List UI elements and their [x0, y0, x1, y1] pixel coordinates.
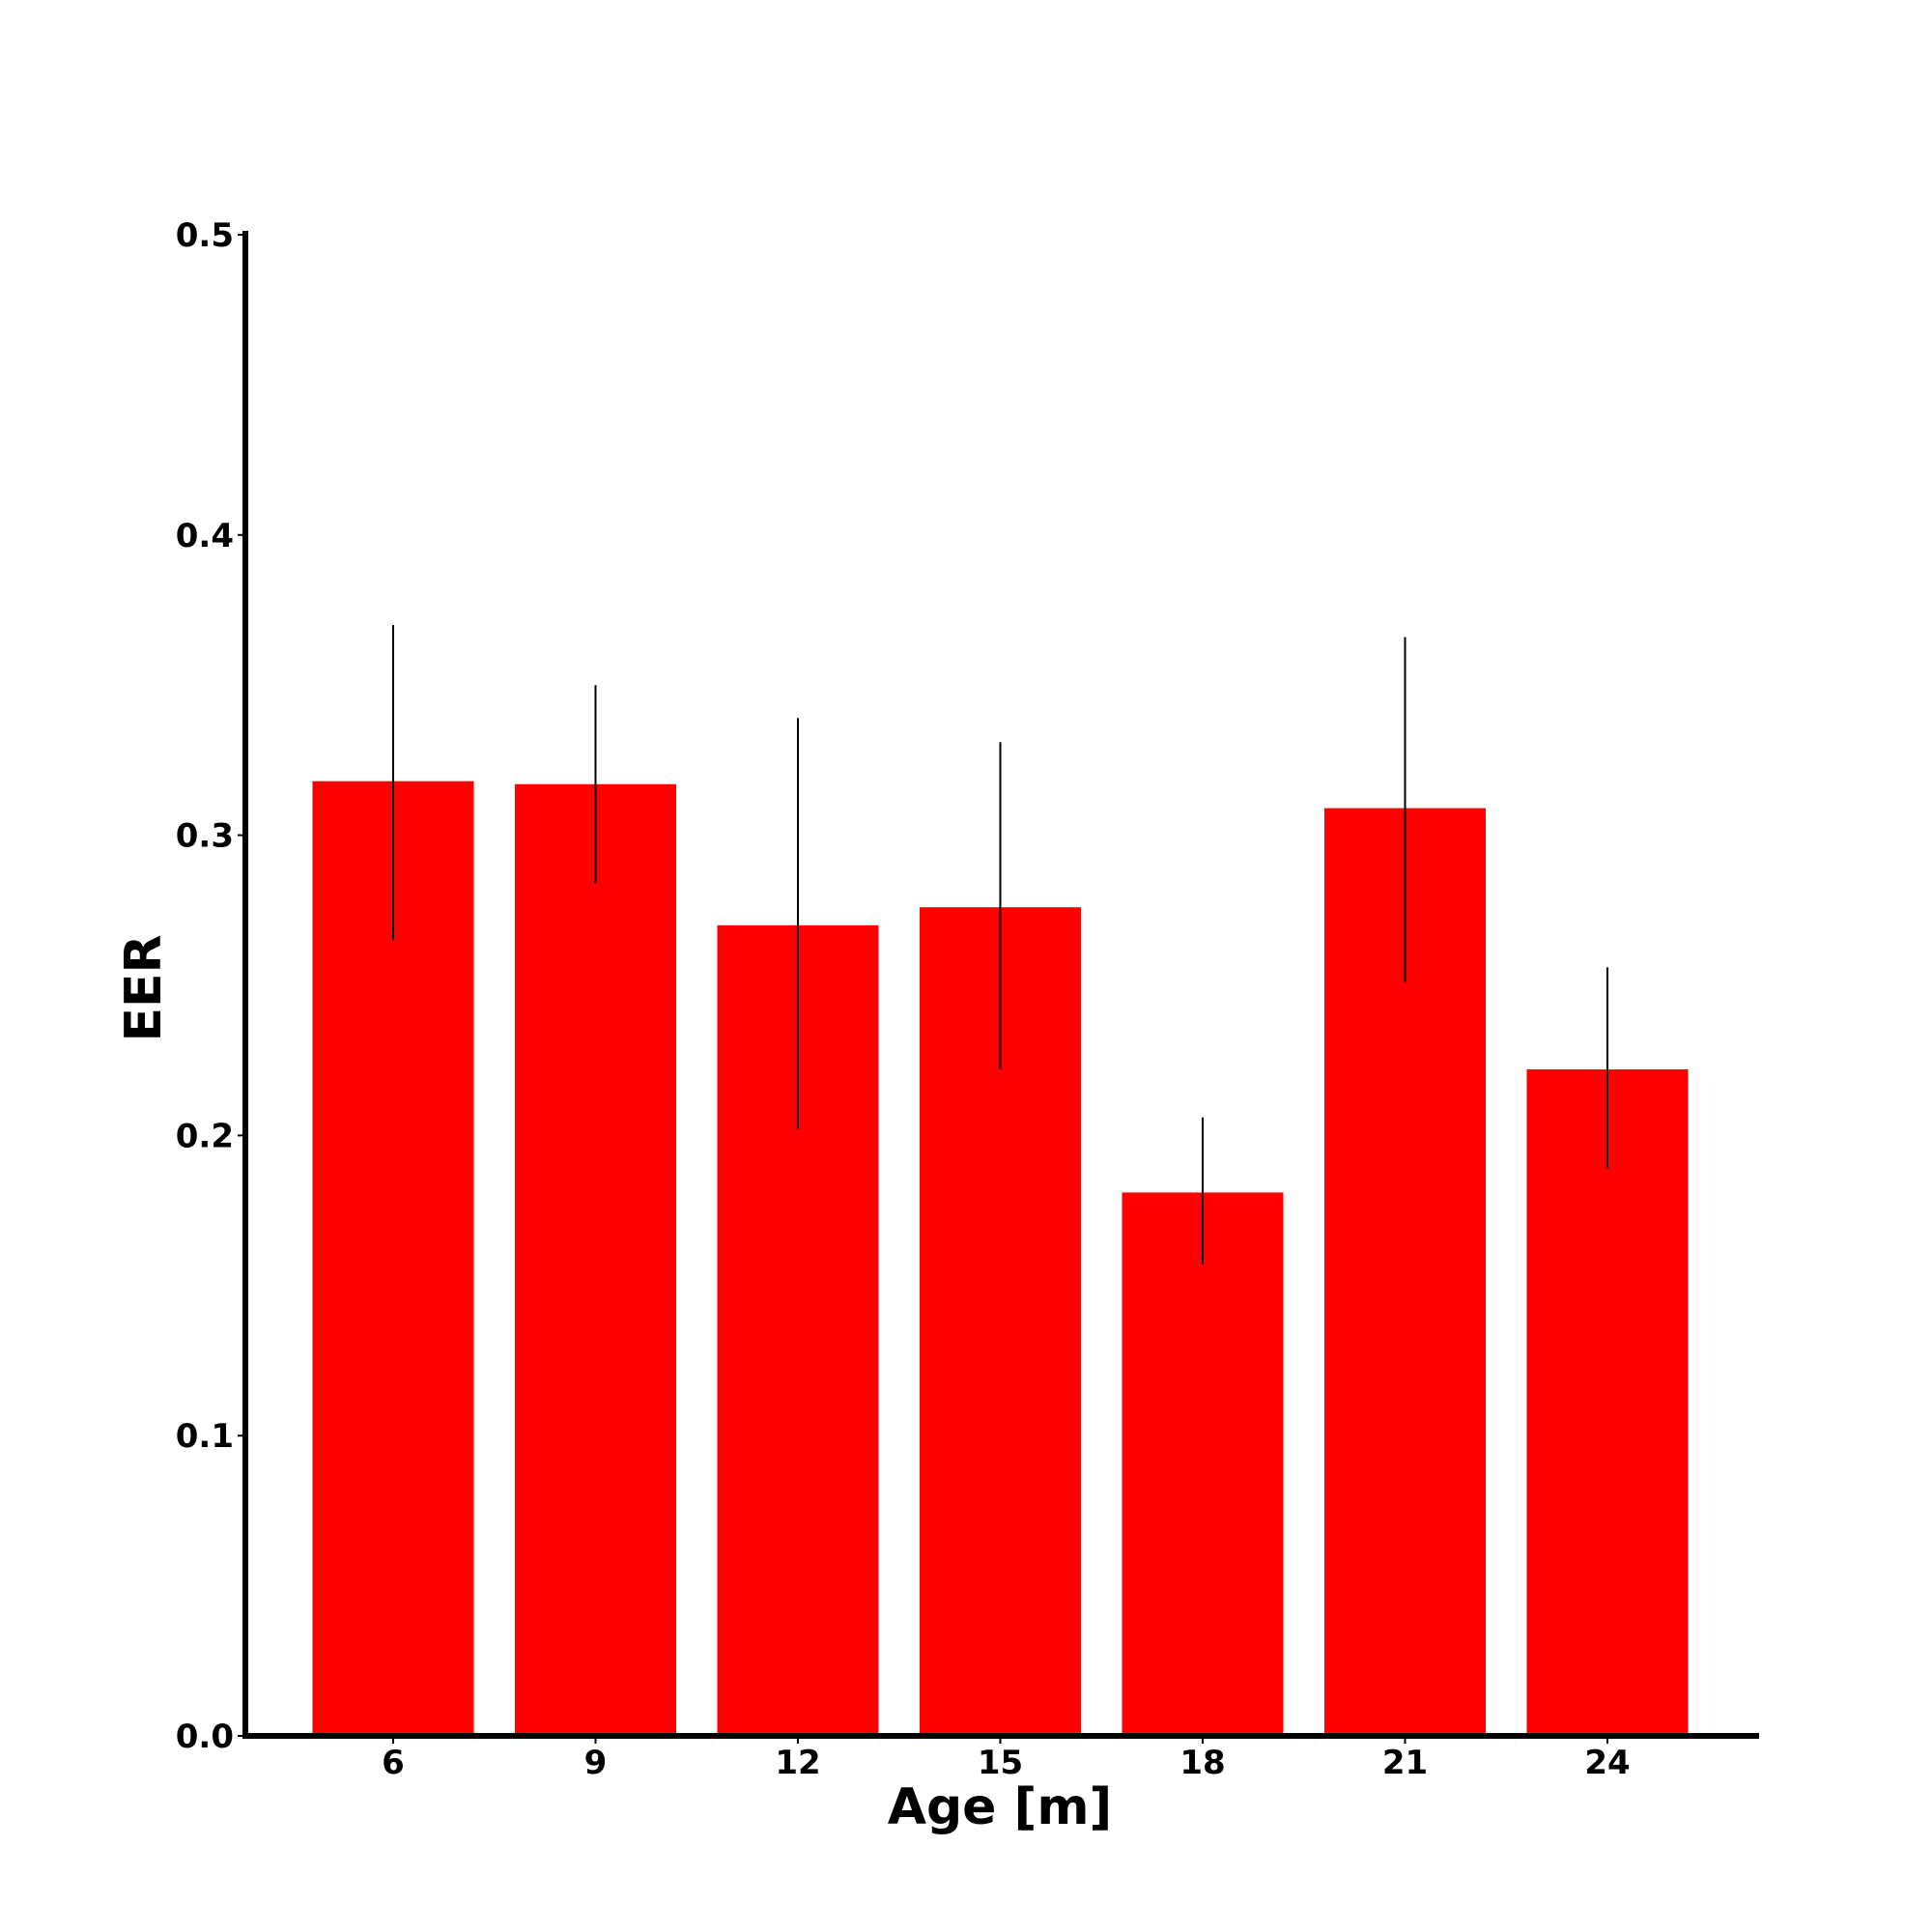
y-tick-label: 0.3: [176, 817, 234, 856]
y-tick-label: 0.0: [176, 1718, 234, 1756]
x-tick-label: 15: [978, 1744, 1023, 1782]
bar-18: [1122, 1192, 1284, 1736]
x-tick-label: 6: [382, 1744, 405, 1782]
x-tick-label: 9: [584, 1744, 608, 1782]
x-ticks: 6 9 12 15 18 21 24: [382, 1736, 1631, 1782]
y-tick-label: 0.5: [176, 216, 234, 255]
x-tick-label: 24: [1584, 1744, 1630, 1782]
y-tick-label: 0.2: [176, 1117, 234, 1155]
error-bars: [392, 625, 1608, 1265]
y-ticks: 0.0 0.1 0.2 0.3 0.4 0.5: [176, 216, 245, 1756]
y-tick-label: 0.1: [176, 1417, 234, 1456]
bar-9: [515, 783, 676, 1736]
x-axis-title: Age [m]: [888, 1778, 1113, 1836]
x-tick-label: 12: [775, 1744, 820, 1782]
y-tick-label: 0.4: [176, 517, 234, 555]
y-axis-title: EER: [115, 934, 173, 1041]
x-tick-label: 21: [1382, 1744, 1428, 1782]
x-tick-label: 18: [1179, 1744, 1225, 1782]
bar-24: [1526, 1069, 1689, 1736]
